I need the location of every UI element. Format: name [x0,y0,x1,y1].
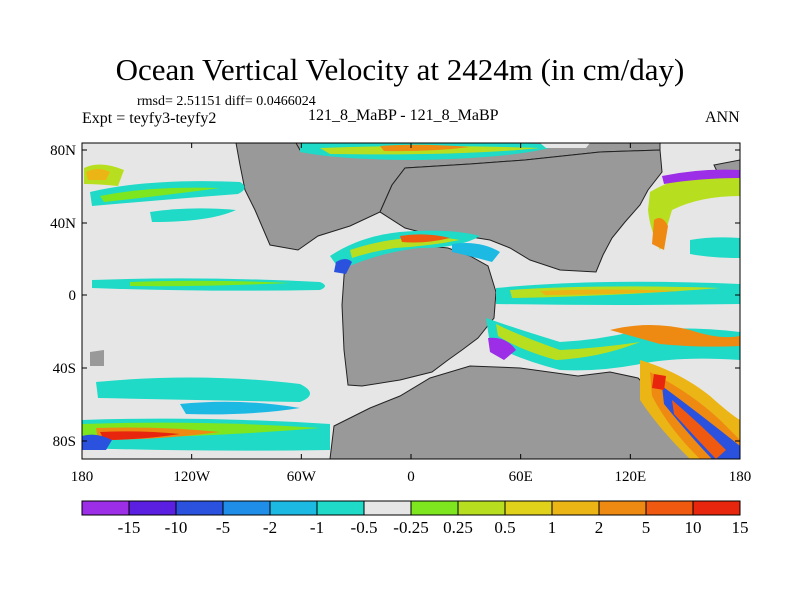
colorbar-label: 0.25 [443,518,473,537]
season-label: ANN [705,109,740,126]
y-tick-label: 40S [53,361,76,377]
colorbar-label: 5 [642,518,651,537]
colorbar [81,500,741,516]
colorbar-label: -15 [118,518,141,537]
colorbar-swatch [645,500,694,516]
colorbar-label: 1 [548,518,557,537]
x-tick-label: 60E [509,469,533,485]
colorbar-swatch [316,500,365,516]
y-tick-label: 0 [69,288,77,304]
colorbar-label: -5 [216,518,230,537]
colorbar-swatch [363,500,412,516]
x-axis [81,143,741,459]
colorbar-label: 0.5 [494,518,515,537]
velocity-patches [82,143,740,459]
colorbar-swatch [504,500,553,516]
colorbar-label: -1 [310,518,324,537]
y-tick-label: 40N [50,216,76,232]
colorbar-label: 2 [595,518,604,537]
colorbar-label: -2 [263,518,277,537]
y-axis [82,149,740,442]
colorbar-swatch [128,500,177,516]
x-tick-label: 180 [71,469,94,485]
stats-label: rmsd= 2.51151 diff= 0.0466024 [137,94,316,109]
colorbar-label: 15 [732,518,749,537]
colorbar-label: -0.5 [351,518,378,537]
colorbar-swatch [692,500,741,516]
colorbar-swatch [410,500,459,516]
colorbar-swatch [222,500,271,516]
x-tick-label: 120W [173,469,211,485]
colorbar-swatch [269,500,318,516]
colorbar-swatch [175,500,224,516]
chart-title: Ocean Vertical Velocity at 2424m (in cm/… [115,52,685,87]
land-central-east [379,149,663,273]
case-label: 121_8_MaBP - 121_8_MaBP [308,107,499,124]
colorbar-label: -10 [165,518,188,537]
x-tick-label: 0 [407,469,415,485]
map-plot [82,143,740,459]
colorbar-label: -0.25 [393,518,428,537]
colorbar-swatch [551,500,600,516]
y-tick-label: 80N [50,143,76,159]
experiment-label: Expt = teyfy3-teyfy2 [82,110,217,127]
colorbar-swatch [457,500,506,516]
colorbar-swatch [81,500,130,516]
y-tick-label: 80S [53,434,76,450]
x-tick-label: 60W [287,469,317,485]
x-tick-label: 180 [729,469,752,485]
x-tick-label: 120E [614,469,646,485]
colorbar-swatch [598,500,647,516]
colorbar-label: 10 [685,518,702,537]
